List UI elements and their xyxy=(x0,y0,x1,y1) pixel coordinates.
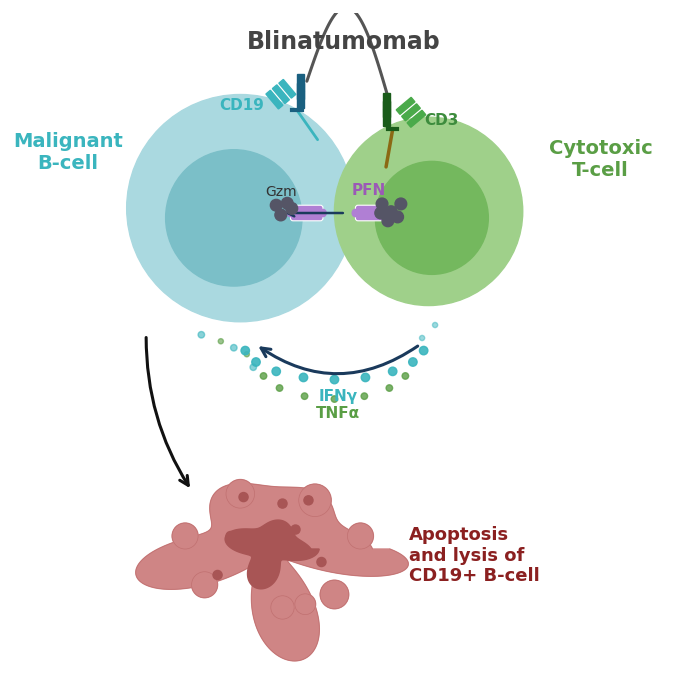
Circle shape xyxy=(304,496,313,505)
Circle shape xyxy=(250,364,256,370)
Circle shape xyxy=(166,149,302,286)
Circle shape xyxy=(402,372,409,379)
Circle shape xyxy=(299,484,331,516)
Circle shape xyxy=(218,339,223,344)
Polygon shape xyxy=(383,101,390,117)
Text: Blinatumomab: Blinatumomab xyxy=(247,30,441,53)
Polygon shape xyxy=(396,97,415,114)
Circle shape xyxy=(320,580,349,609)
Circle shape xyxy=(260,372,267,379)
Circle shape xyxy=(388,367,397,376)
FancyBboxPatch shape xyxy=(291,206,323,221)
Circle shape xyxy=(376,198,388,210)
Circle shape xyxy=(281,197,293,209)
Circle shape xyxy=(392,211,404,223)
Circle shape xyxy=(334,117,523,306)
Circle shape xyxy=(302,393,308,400)
FancyArrowPatch shape xyxy=(261,346,418,374)
Circle shape xyxy=(252,558,261,566)
Circle shape xyxy=(241,346,250,355)
Polygon shape xyxy=(383,110,390,126)
Polygon shape xyxy=(297,91,304,107)
Circle shape xyxy=(286,203,297,214)
Text: PFN: PFN xyxy=(351,183,386,198)
Text: Gzm: Gzm xyxy=(265,185,297,199)
Circle shape xyxy=(172,523,198,549)
Ellipse shape xyxy=(287,210,293,216)
Circle shape xyxy=(382,215,394,226)
Circle shape xyxy=(376,162,489,274)
Circle shape xyxy=(330,375,339,384)
Circle shape xyxy=(277,385,283,391)
Polygon shape xyxy=(266,91,283,109)
Circle shape xyxy=(271,596,294,619)
Circle shape xyxy=(271,199,282,211)
Text: CD3: CD3 xyxy=(425,114,459,128)
Polygon shape xyxy=(225,520,319,589)
Circle shape xyxy=(239,493,248,502)
Circle shape xyxy=(395,198,406,210)
Circle shape xyxy=(331,395,338,402)
Text: Cytotoxic
T-cell: Cytotoxic T-cell xyxy=(548,139,653,180)
Polygon shape xyxy=(273,85,289,103)
Text: IFNγ: IFNγ xyxy=(318,389,357,404)
Text: CD19: CD19 xyxy=(219,98,264,113)
Circle shape xyxy=(291,525,300,534)
Circle shape xyxy=(375,207,386,219)
Circle shape xyxy=(192,572,217,598)
Circle shape xyxy=(231,345,237,351)
Circle shape xyxy=(226,531,235,541)
Polygon shape xyxy=(136,483,409,661)
Circle shape xyxy=(385,206,397,218)
Circle shape xyxy=(347,523,374,549)
Text: Malignant
B-cell: Malignant B-cell xyxy=(13,132,123,174)
Circle shape xyxy=(419,346,428,355)
Polygon shape xyxy=(402,104,421,121)
Text: Apoptosis
and lysis of
CD19+ B-cell: Apoptosis and lysis of CD19+ B-cell xyxy=(409,526,540,585)
Polygon shape xyxy=(297,74,304,91)
Circle shape xyxy=(361,393,367,400)
Circle shape xyxy=(198,331,205,338)
Circle shape xyxy=(213,571,222,579)
Circle shape xyxy=(278,499,287,508)
Circle shape xyxy=(295,594,316,614)
Polygon shape xyxy=(279,79,296,98)
Circle shape xyxy=(317,558,326,566)
Circle shape xyxy=(433,322,437,328)
Circle shape xyxy=(409,358,417,366)
Circle shape xyxy=(226,479,254,508)
Text: TNFα: TNFα xyxy=(316,406,360,421)
Circle shape xyxy=(127,95,354,322)
Circle shape xyxy=(272,367,281,376)
Circle shape xyxy=(252,358,260,366)
Circle shape xyxy=(244,352,250,357)
FancyBboxPatch shape xyxy=(355,206,388,221)
Ellipse shape xyxy=(352,210,359,216)
Ellipse shape xyxy=(320,210,326,216)
Circle shape xyxy=(275,209,287,221)
Circle shape xyxy=(299,373,308,382)
Ellipse shape xyxy=(385,210,391,216)
Polygon shape xyxy=(383,93,390,109)
Polygon shape xyxy=(407,110,426,127)
Circle shape xyxy=(361,373,369,382)
Circle shape xyxy=(386,385,392,391)
Circle shape xyxy=(419,335,425,341)
Polygon shape xyxy=(297,83,304,99)
